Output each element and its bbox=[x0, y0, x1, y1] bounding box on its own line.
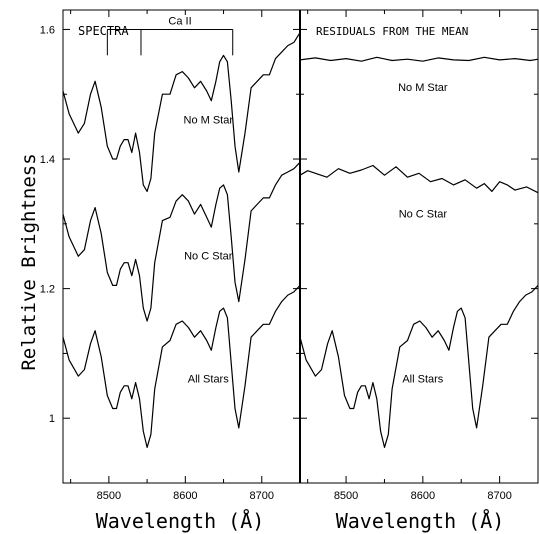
plot-frame bbox=[62, 9, 301, 484]
series-line-no-m-star bbox=[62, 32, 301, 192]
ylabel-relative-brightness: Relative Brightness bbox=[18, 153, 40, 370]
series-label: All Stars bbox=[188, 374, 229, 386]
series-line-no-c-star bbox=[62, 161, 301, 322]
panel-residuals: RESIDUALS FROM THE MEAN 8500 8600 8700 No M… bbox=[299, 9, 539, 533]
y-tick-label: 1.2 bbox=[40, 284, 55, 296]
series-label: No M Star bbox=[184, 114, 234, 126]
series-line-no-m-star bbox=[299, 56, 539, 62]
series-line-no-c-star bbox=[299, 164, 539, 194]
xlabel-wavelength-right: Wavelength (Å) bbox=[336, 509, 505, 533]
x-tick-label: 8600 bbox=[411, 490, 435, 502]
x-tick-label: 8500 bbox=[97, 490, 121, 502]
series-line-all-stars bbox=[299, 284, 539, 448]
x-tick-label: 8500 bbox=[334, 490, 358, 502]
x-tick-label: 8700 bbox=[487, 490, 511, 502]
series-line-all-stars bbox=[62, 284, 301, 448]
panel-spectra: SPECTRA 8500 8600 8700 1 1.2 1.4 1.6 No M Star N… bbox=[18, 9, 301, 533]
x-tick-label: 8700 bbox=[250, 490, 274, 502]
x-tick-label: 8600 bbox=[173, 490, 197, 502]
y-tick-label: 1.6 bbox=[40, 24, 55, 36]
y-tick-label: 1.4 bbox=[40, 154, 55, 166]
panel-title-spectra: SPECTRA bbox=[78, 24, 129, 38]
series-label: No C Star bbox=[399, 208, 448, 220]
ca-ii-label: Ca II bbox=[168, 15, 191, 27]
panel-title-residuals: RESIDUALS FROM THE MEAN bbox=[316, 25, 468, 38]
plot-frame bbox=[299, 9, 539, 484]
y-tick-label: 1 bbox=[49, 413, 55, 425]
xlabel-wavelength-left: Wavelength (Å) bbox=[96, 509, 265, 533]
series-label: No C Star bbox=[184, 250, 233, 262]
series-label: All Stars bbox=[402, 374, 443, 386]
series-label: No M Star bbox=[398, 82, 448, 94]
